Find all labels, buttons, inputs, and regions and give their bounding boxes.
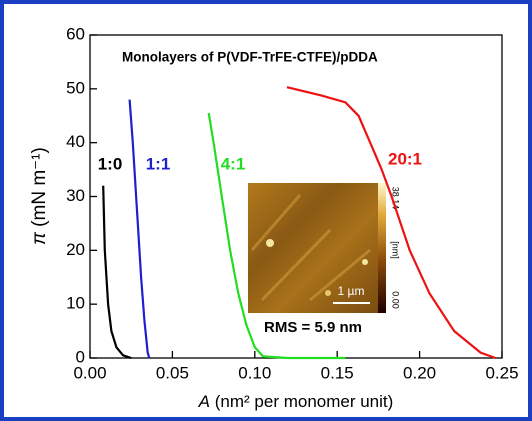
rms-label: RMS = 5.9 nm (264, 319, 362, 336)
y-tick-label: 50 (66, 78, 85, 97)
y-axis-title: π (mN m⁻¹) (29, 147, 50, 245)
x-axis-symbol: A (198, 392, 210, 411)
chart: Monolayers of P(VDF-TrFE-CTFE)/pDDA 1 µm… (0, 0, 532, 421)
colorbar-min: 0.00 (391, 291, 401, 309)
scale-bar-label: 1 µm (338, 284, 365, 298)
y-tick-label: 60 (66, 24, 85, 43)
inset-image (248, 183, 386, 313)
x-tick-label: 0.05 (156, 363, 189, 382)
x-tick-label: 0.10 (238, 363, 271, 382)
series-label: 1:0 (98, 154, 123, 173)
series-label: 4:1 (221, 154, 246, 173)
y-tick-label: 30 (66, 186, 85, 205)
y-tick-label: 20 (66, 240, 85, 259)
colorbar-unit: [nm] (391, 241, 401, 259)
x-tick-label: 0.20 (403, 363, 436, 382)
x-axis-title: A (nm² per monomer unit) (198, 392, 394, 411)
y-axis-label: (mN m⁻¹) (29, 147, 50, 227)
x-tick-label: 0.25 (485, 363, 518, 382)
x-tick-label: 0.15 (321, 363, 354, 382)
series-label: 20:1 (388, 149, 422, 168)
series-label: 1:1 (146, 154, 171, 173)
y-tick-label: 10 (66, 294, 85, 313)
x-axis-label: (nm² per monomer unit) (215, 392, 394, 411)
y-axis-symbol: π (29, 231, 50, 245)
y-tick-label: 0 (76, 347, 85, 366)
chart-title: Monolayers of P(VDF-TrFE-CTFE)/pDDA (122, 50, 378, 65)
y-tick-label: 40 (66, 132, 85, 151)
